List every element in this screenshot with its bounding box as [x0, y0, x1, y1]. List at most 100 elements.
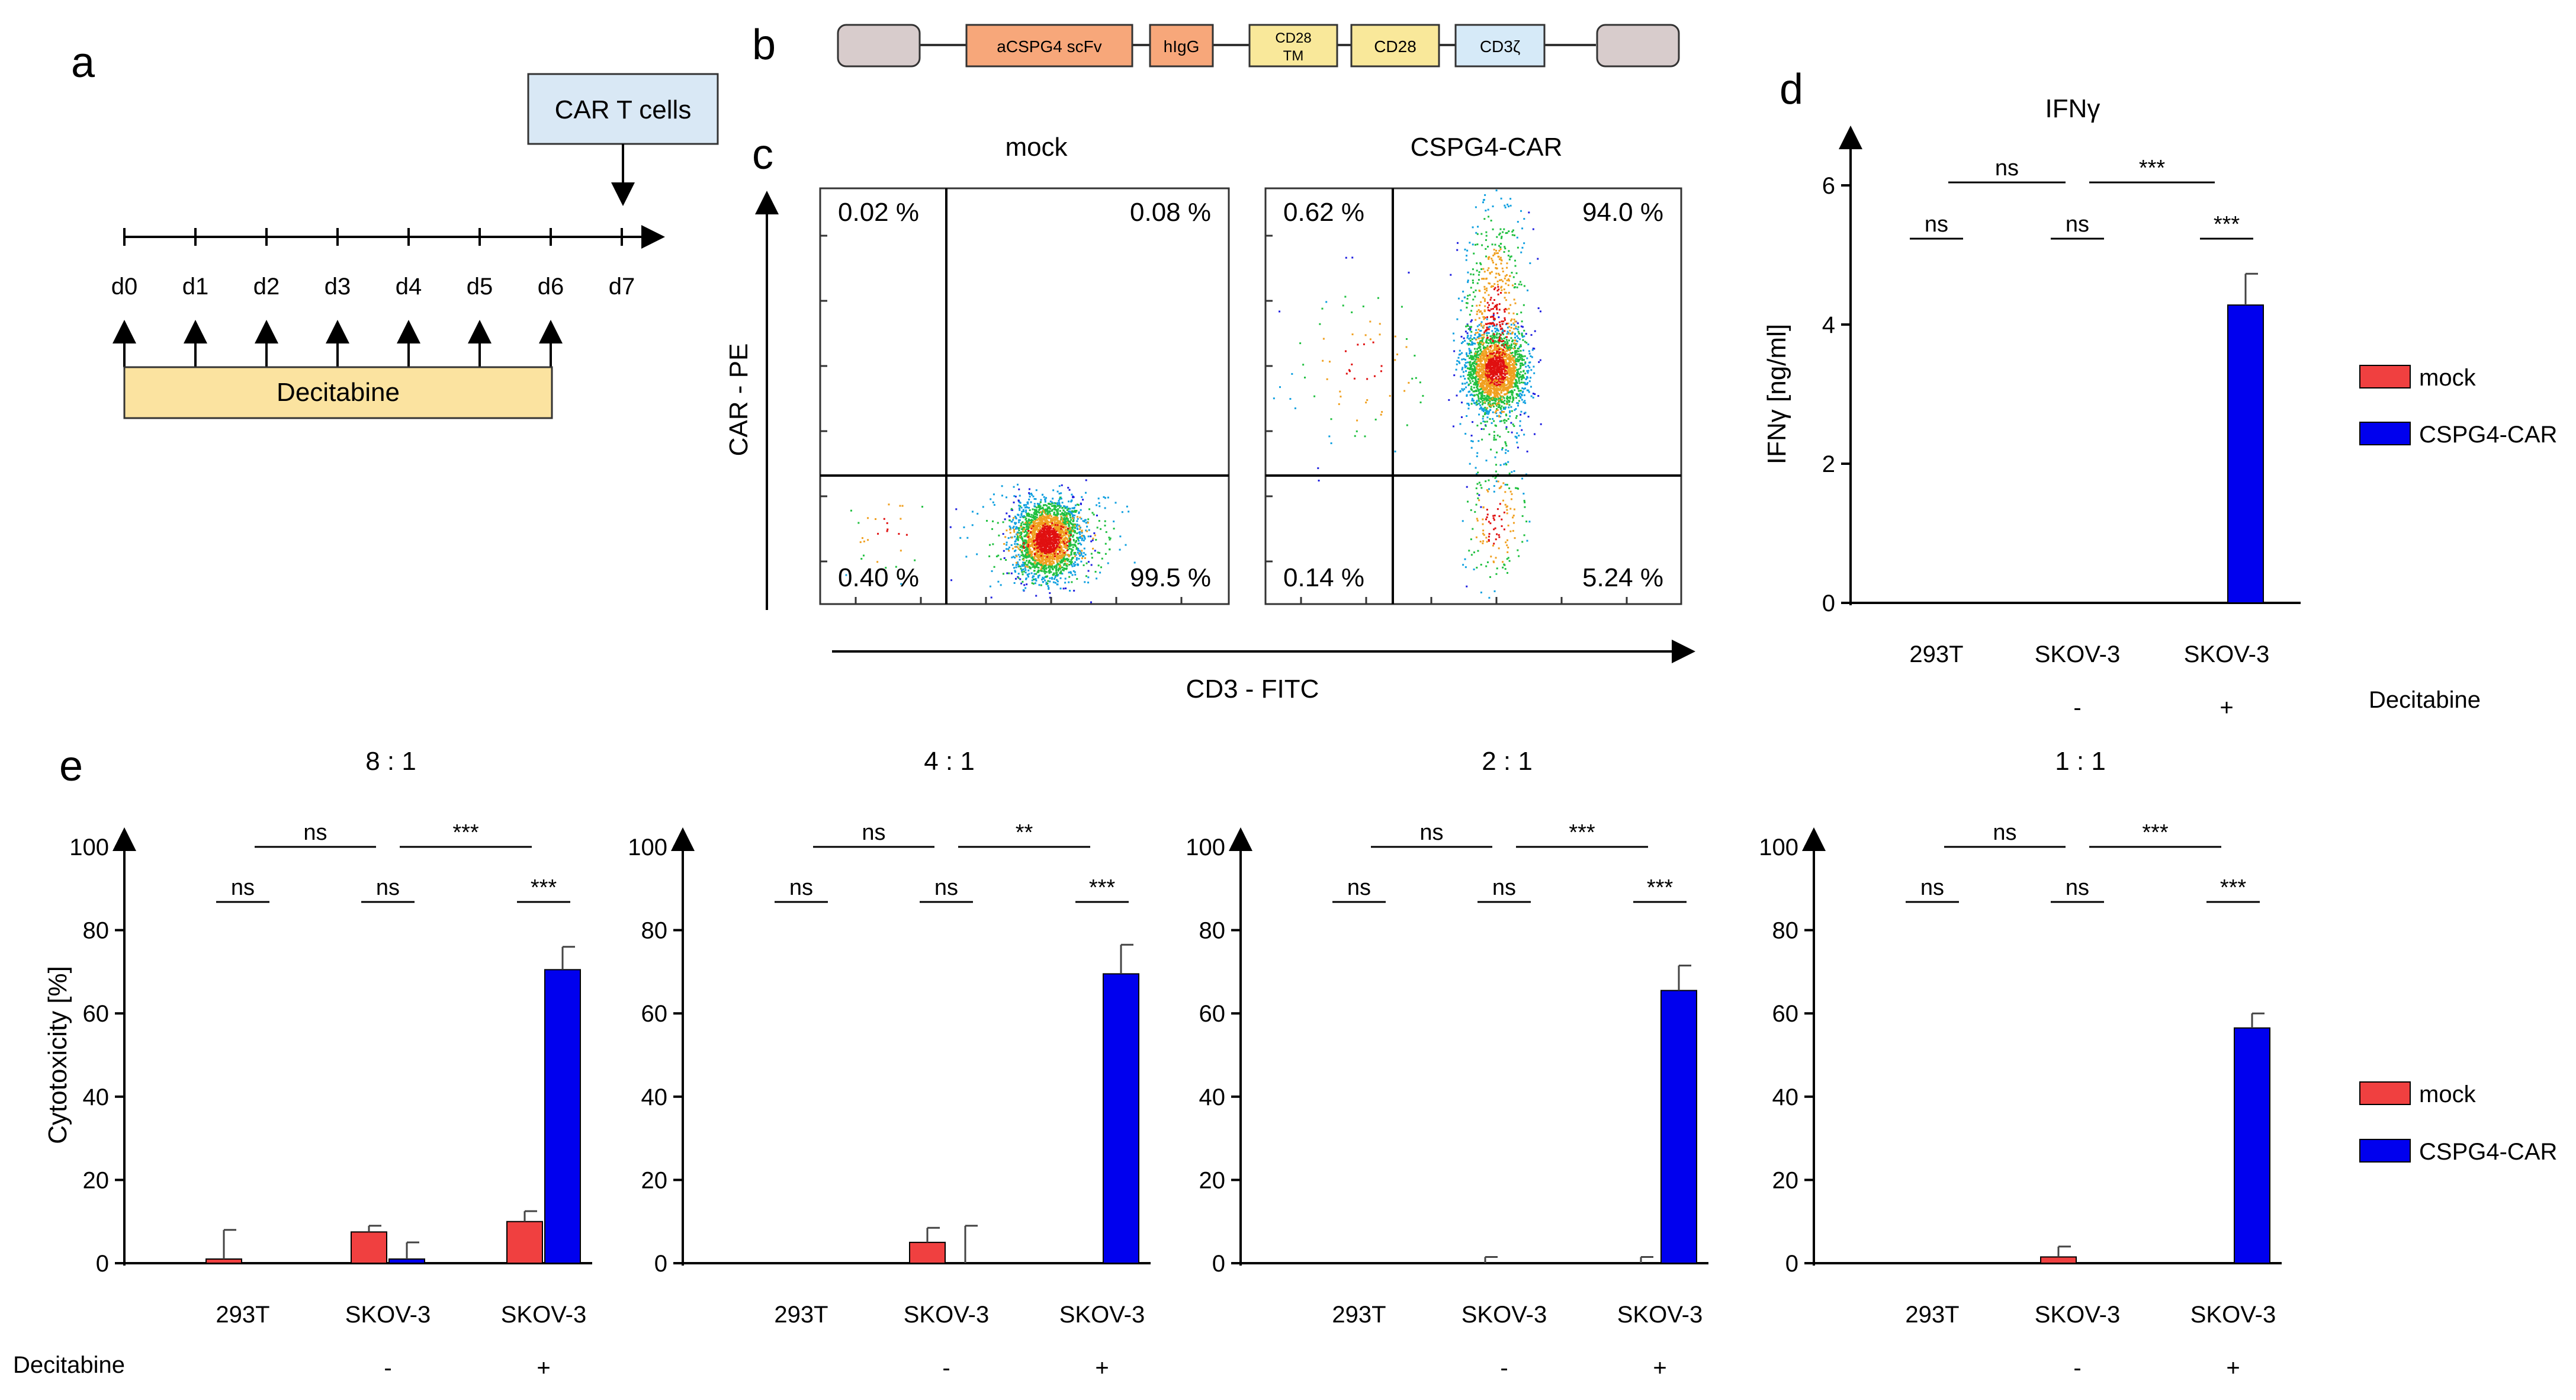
flow-event [1053, 545, 1055, 548]
flow-event [1498, 333, 1501, 335]
flow-event [1064, 554, 1066, 556]
flow-event [1031, 533, 1033, 535]
flow-event [1469, 337, 1472, 339]
flow-event [1491, 399, 1493, 402]
flow-event [1501, 361, 1504, 363]
flow-event [850, 509, 852, 512]
flow-event [1061, 538, 1063, 540]
flow-event [1014, 570, 1016, 572]
flow-event [1024, 578, 1027, 580]
flow-event [1464, 370, 1467, 373]
flow-event [1523, 285, 1525, 287]
flow-event [1484, 402, 1486, 404]
flow-event [1508, 374, 1511, 377]
flow-event [1060, 560, 1062, 562]
flow-event [1093, 532, 1096, 534]
flow-event [1033, 528, 1035, 530]
flow-event [1014, 557, 1016, 559]
flow-event [1046, 564, 1048, 566]
flow-event [1525, 333, 1527, 335]
flow-event [1025, 504, 1027, 506]
flow-event [1074, 573, 1077, 576]
flow-event [1496, 379, 1499, 381]
flow-event [1498, 321, 1501, 323]
flow-event [1049, 545, 1052, 548]
flow-event [1495, 355, 1498, 357]
flow-event [1046, 582, 1049, 585]
flow-event [1010, 508, 1013, 510]
flow-event [1483, 413, 1486, 415]
flow-event [1046, 544, 1049, 547]
flow-event [1029, 519, 1032, 522]
flow-event [1521, 378, 1523, 381]
flow-event [1071, 530, 1074, 532]
flow-event [1070, 500, 1072, 503]
flow-event [1056, 571, 1058, 574]
flow-event [1083, 564, 1085, 566]
flow-event [1507, 363, 1509, 365]
flow-event [1062, 526, 1064, 528]
flow-event [1061, 512, 1064, 514]
flow-event [1107, 562, 1109, 564]
flow-event [1504, 347, 1507, 349]
flow-event [1068, 528, 1071, 530]
flow-event [1478, 333, 1480, 336]
flow-event [1504, 361, 1507, 363]
flow-event [1482, 418, 1484, 420]
flow-event [1034, 522, 1036, 525]
flow-event [1033, 513, 1036, 515]
flow-event [1502, 270, 1504, 272]
flow-event [1498, 340, 1501, 342]
flow-event [1484, 361, 1486, 363]
flow-event [1049, 538, 1052, 541]
flow-event [1493, 490, 1495, 493]
flow-event [1505, 309, 1508, 311]
flow-event [1088, 508, 1091, 510]
flow-event [1491, 336, 1493, 339]
flow-event [1022, 565, 1024, 567]
flow-event [1069, 542, 1072, 544]
flow-event [1039, 519, 1041, 521]
flow-event [1488, 396, 1490, 398]
construct-segment [1350, 24, 1440, 68]
flow-event [1035, 558, 1037, 561]
flow-event [1050, 515, 1052, 518]
flow-event [1493, 372, 1496, 374]
flow-event [1507, 322, 1509, 325]
flow-event [1504, 355, 1507, 358]
flow-event [1456, 318, 1459, 320]
flow-event [1496, 409, 1499, 411]
flow-event [1486, 387, 1488, 390]
flow-event [1027, 541, 1029, 543]
flow-event [1502, 363, 1505, 365]
flow-event [1480, 268, 1483, 270]
flow-event [997, 522, 999, 524]
flow-event [1081, 550, 1083, 552]
flow-event [1502, 342, 1505, 345]
flow-event [1487, 362, 1489, 365]
flow-event [1037, 510, 1039, 513]
flow-event [1507, 383, 1509, 385]
flow-event [1519, 362, 1521, 365]
flow-event [1060, 555, 1062, 557]
flow-event [1085, 562, 1088, 564]
flow-event [1043, 566, 1045, 569]
flow-event [1468, 368, 1470, 370]
flow-event [1502, 407, 1505, 410]
flow-event [1040, 514, 1043, 516]
flow-event [1035, 528, 1037, 530]
flow-event [1484, 348, 1486, 351]
flow-event [1077, 564, 1079, 566]
flow-event [1033, 512, 1035, 514]
flow-event [1477, 346, 1480, 349]
flow-event [1494, 304, 1496, 307]
flow-event [1052, 555, 1055, 558]
panel-label-a: a [71, 39, 95, 86]
flow-event [1048, 565, 1050, 567]
flow-event [1070, 572, 1072, 574]
flow-event [1047, 585, 1049, 587]
flow-event [1049, 540, 1052, 542]
flow-event [1507, 378, 1509, 381]
flow-event [1470, 377, 1473, 380]
flow-event [1026, 515, 1029, 517]
